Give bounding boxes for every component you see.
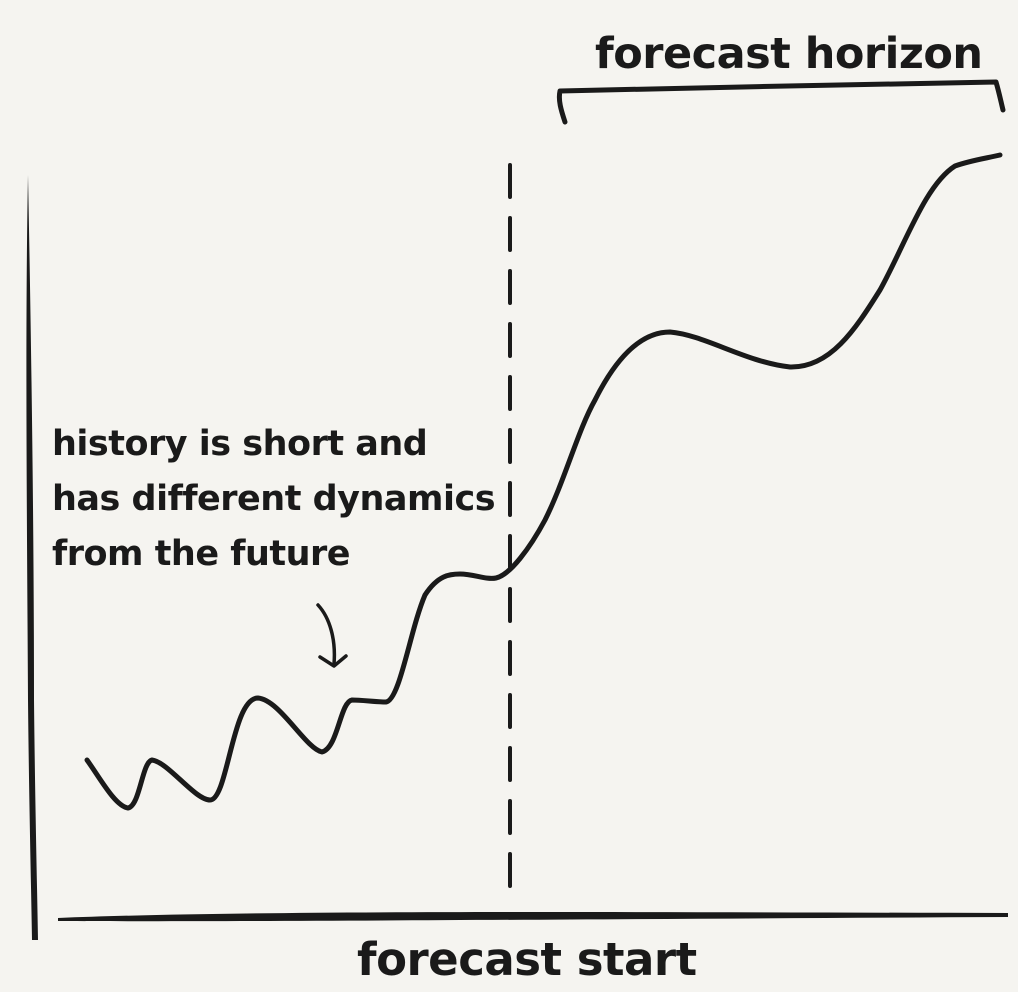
y-axis bbox=[26, 175, 38, 940]
forecast-horizon-label: forecast horizon bbox=[595, 29, 983, 79]
forecast-start-label: forecast start bbox=[357, 933, 697, 986]
x-axis bbox=[58, 912, 1008, 922]
annotation-line-1: history is short and bbox=[52, 424, 427, 464]
curved-arrow-down-icon bbox=[316, 603, 348, 668]
series-line bbox=[84, 152, 1003, 811]
forecast-horizon-bracket bbox=[556, 79, 1006, 125]
annotation-line-2: has different dynamics bbox=[52, 479, 495, 519]
annotation-line-3: from the future bbox=[52, 534, 350, 574]
